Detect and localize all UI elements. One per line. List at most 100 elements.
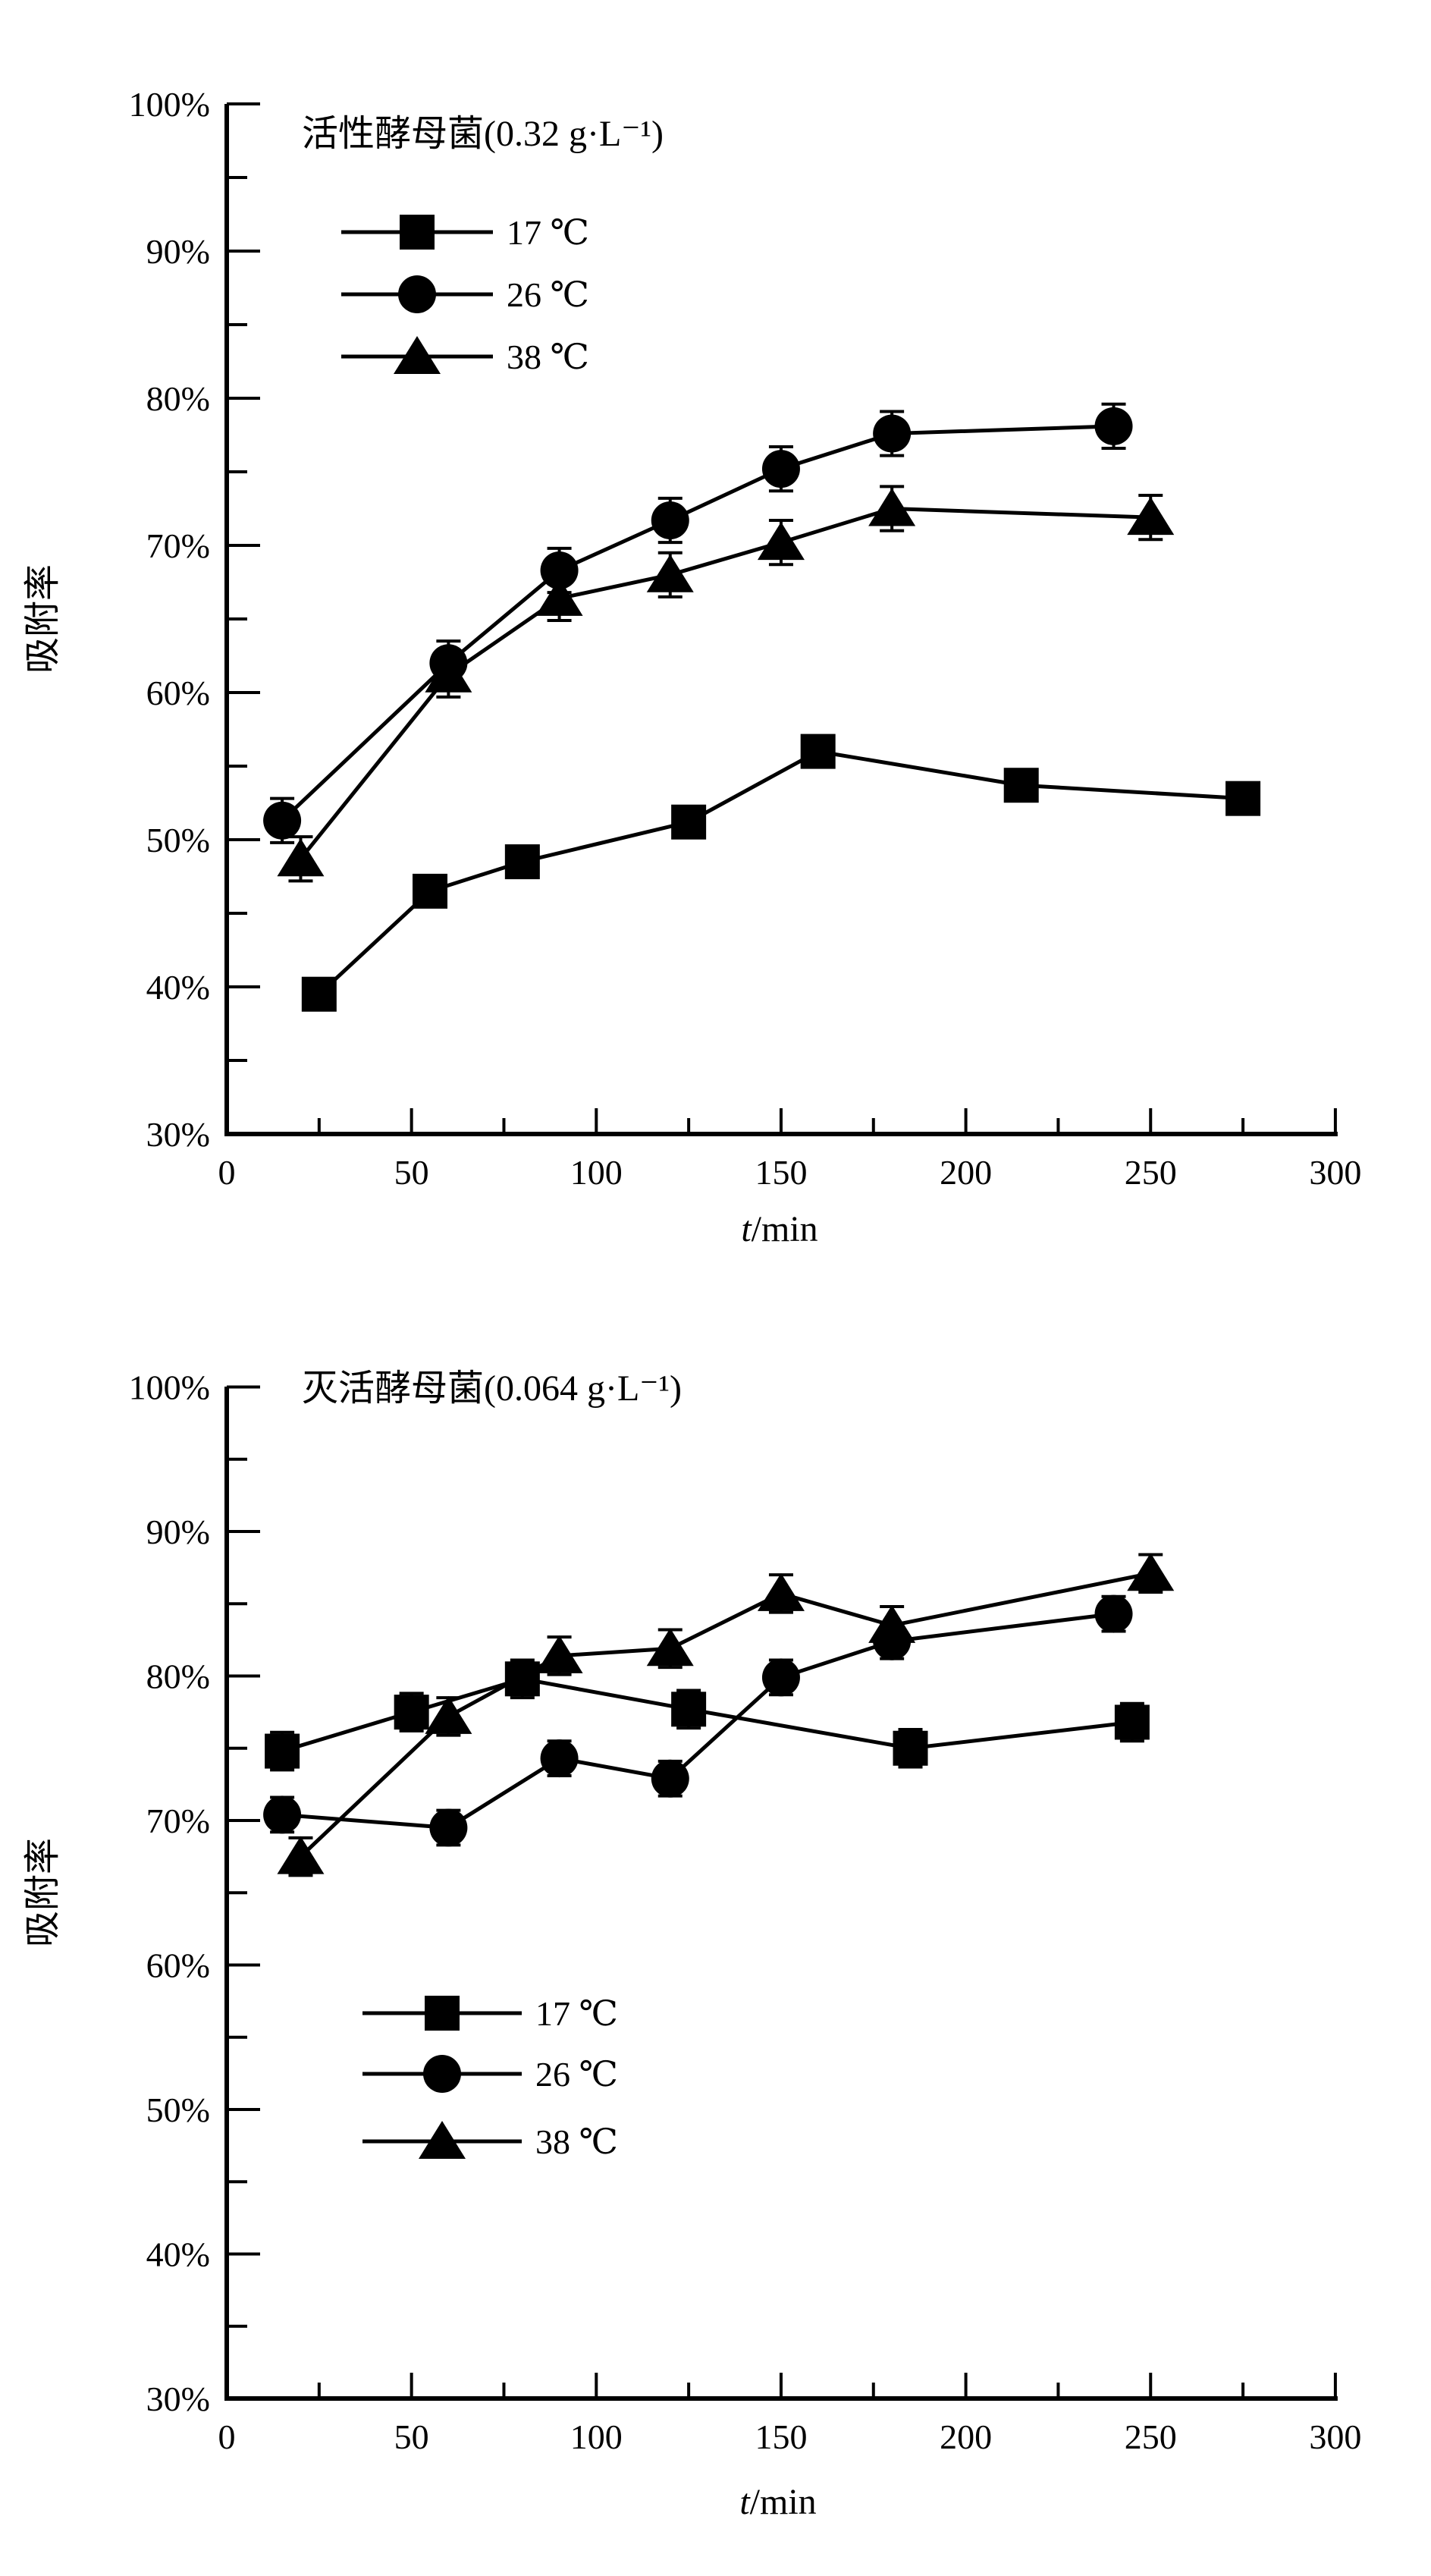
- x-axis-label-unit: /min: [750, 2482, 817, 2522]
- chart-canvas: 100% 90% 80% 70% 60% 50% 40% 30%0 50 100 150 200 250…: [23, 1368, 1361, 2523]
- data-point-circle-marker: [873, 414, 912, 453]
- data-point-square-marker: [1003, 768, 1039, 803]
- y-tick-label: 30%: [146, 2380, 210, 2418]
- data-point-circle-marker: [651, 1759, 689, 1798]
- legend-triangle-marker: [419, 2121, 466, 2159]
- y-tick-label: 50%: [146, 821, 210, 859]
- data-point-triangle-marker: [425, 1695, 472, 1734]
- data-point-triangle-marker: [868, 1604, 916, 1643]
- data-point-circle-marker: [263, 1795, 302, 1834]
- x-tick-label: 0: [218, 2417, 236, 2456]
- y-tick-label: 90%: [146, 1513, 210, 1551]
- data-point-triangle-marker: [535, 577, 583, 616]
- x-axis-label-symbol: t: [739, 2482, 751, 2522]
- x-axis-label: t/min: [739, 2482, 816, 2522]
- legend-triangle-marker: [394, 336, 441, 374]
- x-tick-label: 200: [940, 2417, 992, 2456]
- data-point-triangle-marker: [277, 838, 325, 877]
- data-point-circle-marker: [1094, 1594, 1133, 1633]
- data-point-square-marker: [1225, 781, 1261, 816]
- data-point-circle-marker: [263, 801, 302, 840]
- data-point-triangle-marker: [1127, 497, 1175, 536]
- data-point-circle-marker: [761, 450, 800, 488]
- series-line: [281, 424, 1114, 822]
- legend: 17 ℃ 26 ℃ 38 ℃: [362, 1994, 618, 2161]
- legend-label: 26 ℃: [535, 2055, 618, 2094]
- legend-label: 17 ℃: [535, 1994, 618, 2033]
- data-point-square-marker: [671, 804, 707, 840]
- data-point-circle-marker: [761, 1658, 800, 1697]
- data-point-square-marker: [504, 1661, 540, 1697]
- series-circle: [263, 402, 1133, 844]
- legend-circle-marker: [423, 2055, 461, 2093]
- data-point-square-marker: [893, 1730, 928, 1766]
- series-square: [265, 1658, 1150, 1772]
- x-tick-label: 0: [218, 1153, 236, 1192]
- chart-title: 活性酵母菌(0.32 g·L⁻¹): [302, 114, 664, 154]
- y-tick-label: 70%: [146, 526, 210, 565]
- legend-label: 38 ℃: [507, 338, 589, 376]
- x-tick-label: 100: [570, 1153, 623, 1192]
- y-tick-label: 40%: [146, 968, 210, 1007]
- data-point-square-marker: [1114, 1704, 1150, 1740]
- data-point-square-marker: [265, 1733, 300, 1769]
- x-tick-label: 150: [755, 2417, 807, 2456]
- data-point-circle-marker: [651, 501, 689, 540]
- legend-square-marker: [400, 215, 435, 250]
- y-tick-label: 80%: [146, 379, 210, 418]
- x-tick-label: 150: [755, 1153, 807, 1192]
- x-axis-label-unit: /min: [752, 1209, 818, 1249]
- legend-label: 17 ℃: [507, 213, 589, 252]
- y-tick-label: 50%: [146, 2091, 210, 2129]
- y-tick-label: 60%: [146, 674, 210, 712]
- data-point-square-marker: [394, 1695, 429, 1730]
- chart-active-yeast: 100% 90% 80% 70% 60% 50% 40% 30% 0 50 100 150 200 250…: [23, 85, 1361, 1249]
- data-point-triangle-marker: [646, 554, 694, 592]
- data-point-square-marker: [413, 873, 448, 909]
- legend-label: 38 ℃: [535, 2122, 618, 2161]
- data-point-square-marker: [301, 976, 337, 1012]
- data-point-square-marker: [671, 1692, 707, 1727]
- series-square: [301, 734, 1261, 1012]
- x-tick-label: 250: [1125, 2417, 1177, 2456]
- data-point-triangle-marker: [757, 522, 805, 561]
- data-point-triangle-marker: [535, 1635, 583, 1673]
- legend-square-marker: [425, 1996, 460, 2031]
- legend-label: 26 ℃: [507, 275, 589, 314]
- x-axis-label-symbol: t: [741, 1209, 752, 1249]
- data-point-circle-marker: [429, 1808, 468, 1847]
- y-tick-label: 80%: [146, 1657, 210, 1696]
- data-point-triangle-marker: [1127, 1553, 1175, 1591]
- x-tick-label: 100: [570, 2417, 623, 2456]
- data-point-square-marker: [504, 844, 540, 880]
- data-point-circle-marker: [540, 551, 579, 589]
- series-line: [318, 749, 1244, 996]
- data-point-triangle-marker: [757, 1572, 805, 1611]
- x-tick-label: 50: [394, 2417, 429, 2456]
- y-tick-label: 40%: [146, 2235, 210, 2274]
- x-tick-label: 200: [940, 1153, 992, 1192]
- x-tick-label: 300: [1309, 1153, 1361, 1192]
- data-point-triangle-marker: [277, 1836, 325, 1874]
- legend-circle-marker: [398, 275, 436, 313]
- data-point-square-marker: [800, 734, 836, 769]
- x-axis-label: t/min: [741, 1209, 817, 1249]
- data-point-triangle-marker: [868, 488, 916, 526]
- chart-inactivated-yeast: 100% 90% 80% 70% 60% 50% 40% 30% 0 50 100 150 200 250…: [0, 1288, 1431, 2576]
- y-tick-label: 30%: [146, 1115, 210, 1154]
- y-axis-label: 吸附率: [23, 564, 63, 674]
- x-tick-label: 50: [394, 1153, 429, 1192]
- data-point-triangle-marker: [425, 654, 472, 693]
- chart-canvas: 100% 90% 80% 70% 60% 50% 40% 30%0 50 100 150 200 250…: [23, 85, 1361, 1249]
- y-tick-label: 70%: [146, 1802, 210, 1840]
- x-tick-label: 300: [1309, 2417, 1361, 2456]
- series-triangle: [277, 1553, 1175, 1877]
- y-tick-label: 100%: [129, 85, 210, 124]
- x-tick-label: 250: [1125, 1153, 1177, 1192]
- legend: 17 ℃ 26 ℃ 38 ℃: [341, 213, 589, 376]
- series-triangle: [277, 485, 1175, 883]
- data-point-circle-marker: [540, 1739, 579, 1778]
- y-tick-label: 100%: [129, 1368, 210, 1407]
- y-tick-label: 90%: [146, 232, 210, 271]
